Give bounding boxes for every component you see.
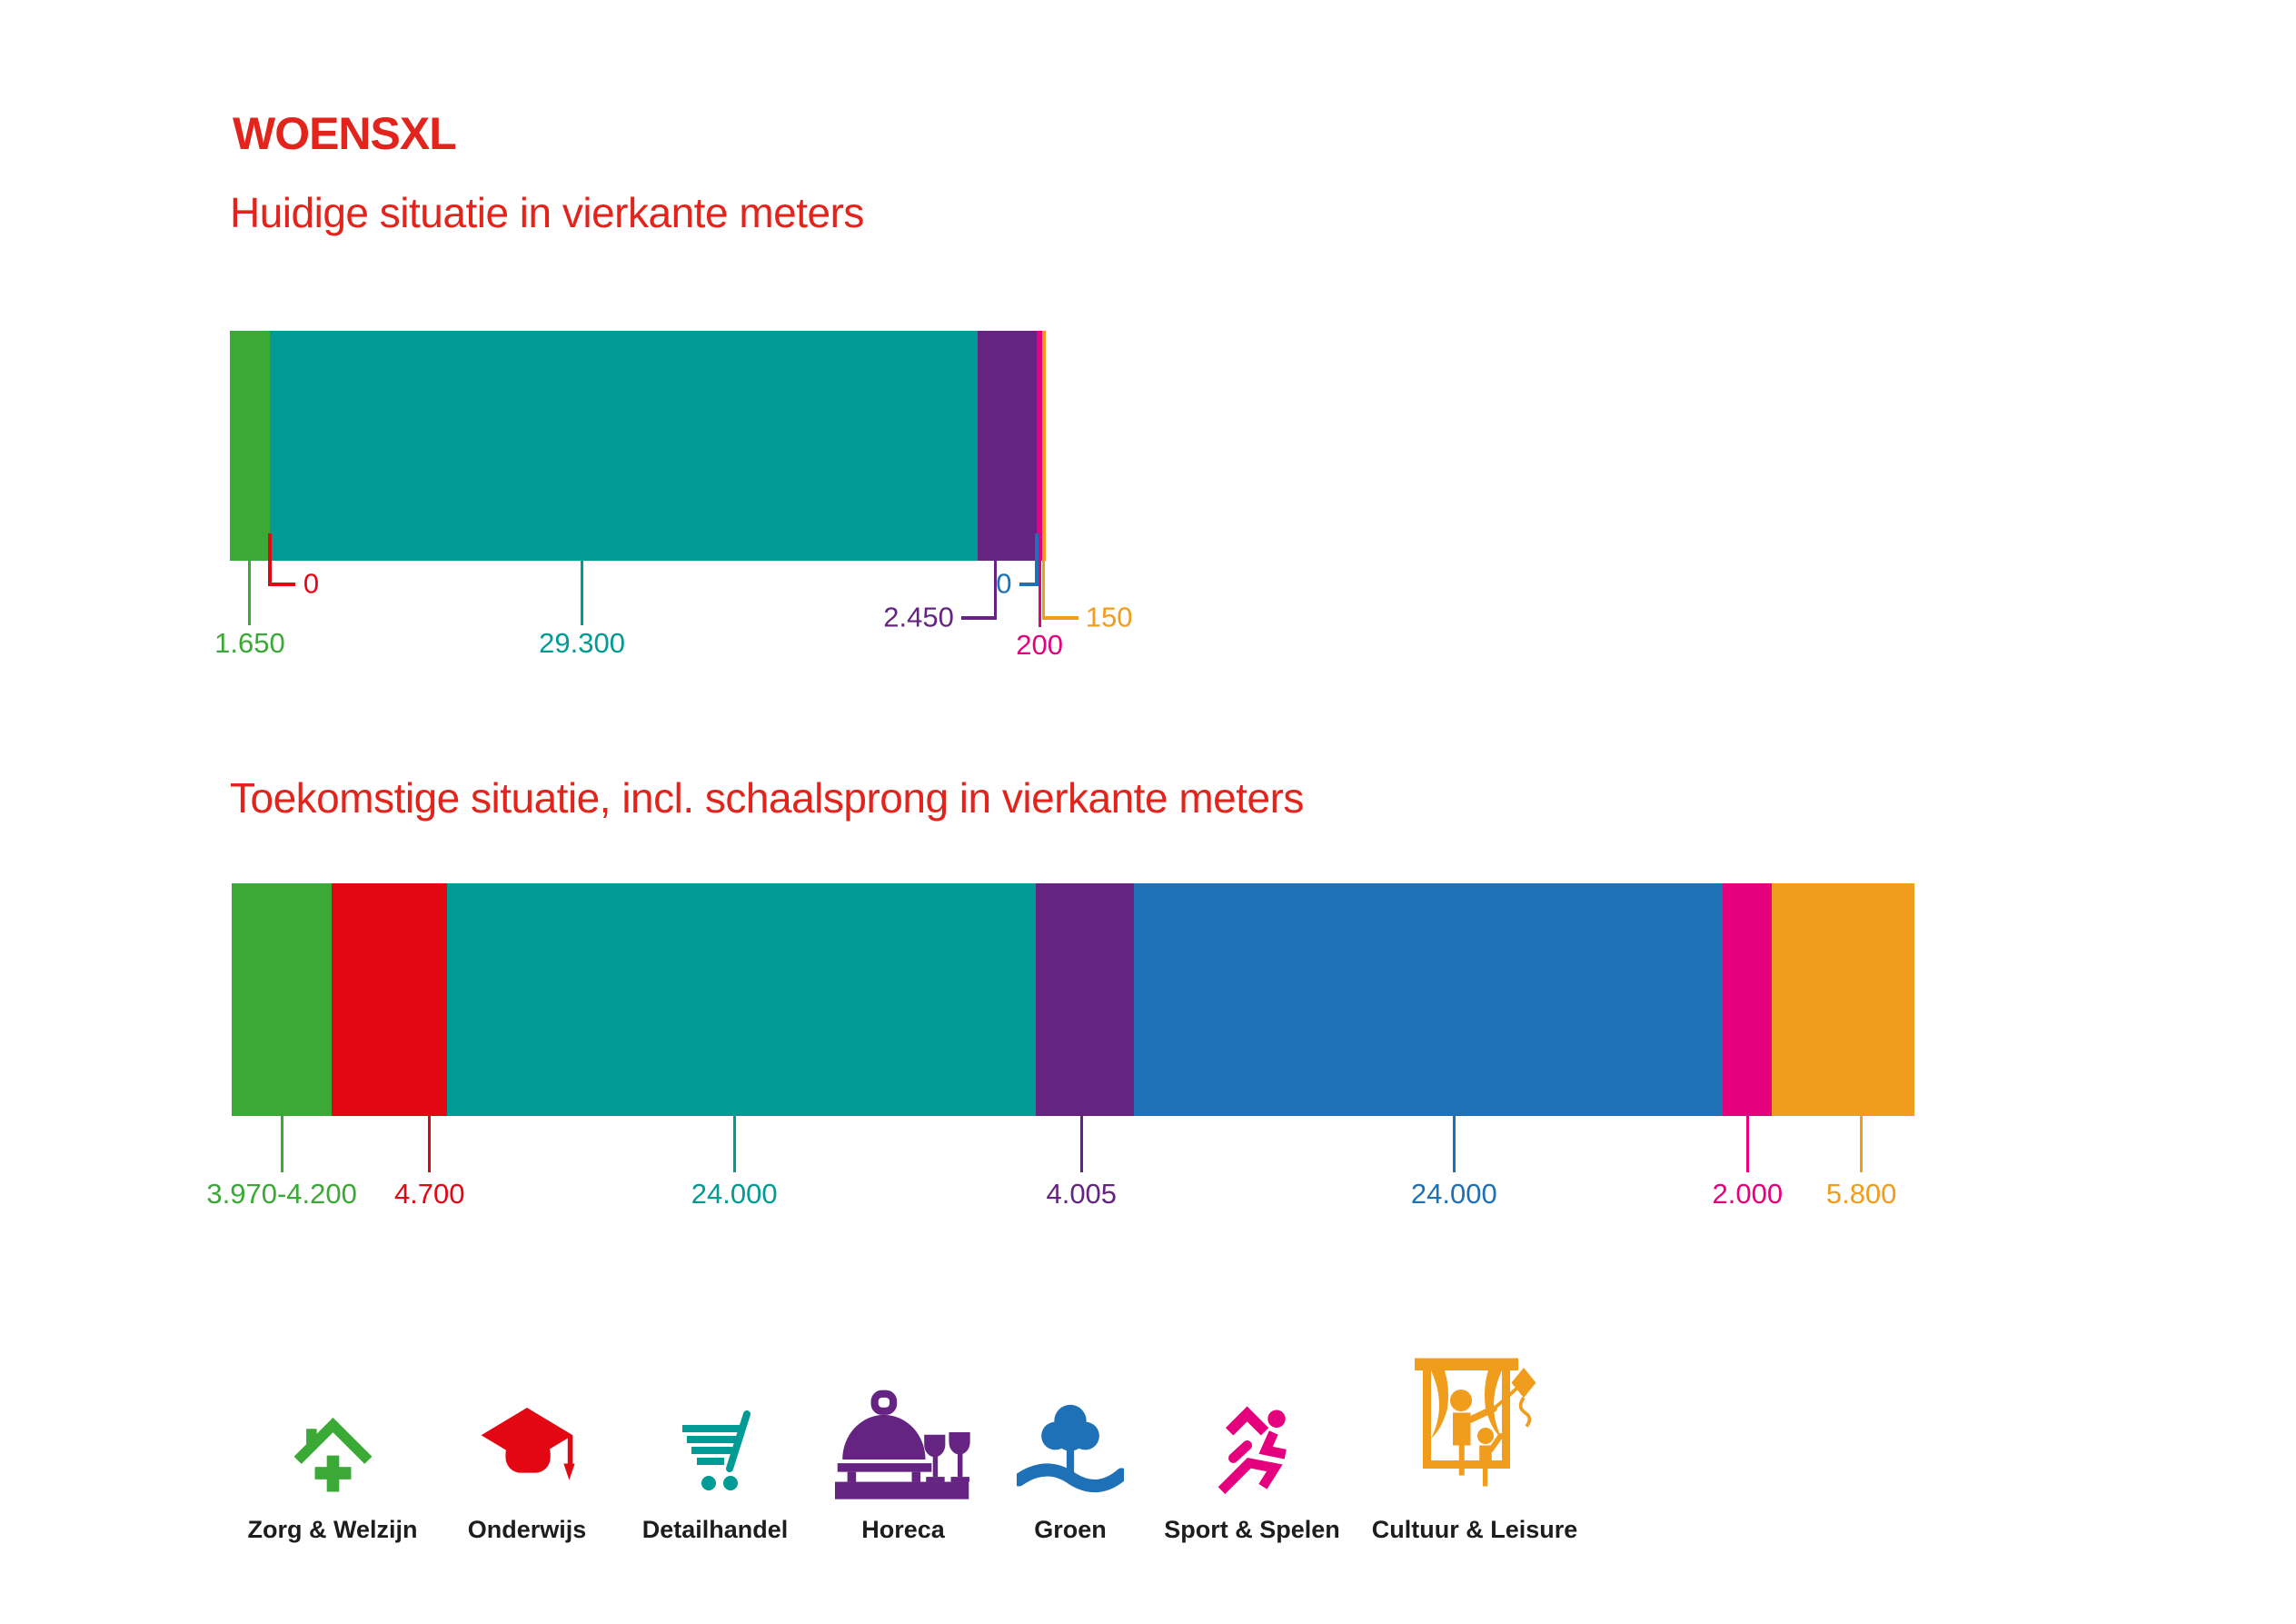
value-label-sport: 200	[1016, 629, 1063, 661]
segment-cultuur	[1041, 331, 1046, 561]
page-title: WOENSXL	[233, 108, 457, 159]
segment-detailhandel	[447, 883, 1037, 1116]
value-label-zorg: 3.970-4.200	[206, 1178, 357, 1210]
value-label-sport: 2.000	[1712, 1178, 1784, 1210]
segment-sport	[1037, 331, 1042, 561]
legend-item-onderwijs: Onderwijs	[382, 1390, 672, 1544]
stacked-bar	[230, 331, 2047, 561]
callout-line-zorg	[280, 1116, 283, 1172]
legend-label: Zorg & Welzijn	[247, 1516, 418, 1543]
legend-label: Sport & Spelen	[1164, 1516, 1340, 1543]
segment-horeca	[1036, 883, 1135, 1116]
value-label-groen: 0	[996, 567, 1012, 600]
callout-line-sport	[1038, 561, 1041, 627]
callout-line-zorg	[248, 561, 252, 625]
legend-label: Horeca	[861, 1516, 945, 1543]
segment-detailhandel	[269, 331, 979, 561]
legend-item-groen: Groen	[925, 1390, 1216, 1544]
value-label-groen: 24.000	[1410, 1178, 1497, 1210]
segment-cultuur	[1772, 883, 1914, 1116]
callout-line-cultuur	[1860, 1116, 1864, 1172]
legend-label: Onderwijs	[467, 1516, 587, 1543]
callout-line-horeca	[1079, 1116, 1083, 1172]
shopping-cart-icon	[570, 1390, 860, 1501]
callout-line-groen	[1019, 583, 1038, 586]
segment-zorg	[232, 883, 333, 1116]
value-label-horeca: 4.005	[1046, 1178, 1118, 1210]
callout-line-cultuur	[1042, 561, 1046, 620]
legend-item-detailhandel: Detailhandel	[570, 1390, 860, 1544]
callout-line-sport	[1745, 1116, 1749, 1172]
callout-line-onderwijs	[269, 583, 295, 586]
stacked-bar	[232, 883, 2049, 1116]
segment-sport	[1723, 883, 1773, 1116]
value-label-cultuur: 150	[1085, 601, 1133, 633]
legend-item-zorg: Zorg & Welzijn	[187, 1390, 478, 1544]
runner-icon	[1107, 1390, 1397, 1501]
value-label-onderwijs: 4.700	[393, 1178, 465, 1210]
segment-onderwijs	[332, 883, 448, 1116]
segment-zorg	[230, 331, 270, 561]
callout-line-detailhandel	[581, 561, 584, 625]
callout-line-groen	[1452, 1116, 1456, 1172]
legend-label: Groen	[1034, 1516, 1107, 1543]
legend-item-sport: Sport & Spelen	[1107, 1390, 1397, 1544]
segment-horeca	[978, 331, 1038, 561]
callout-line-horeca	[994, 561, 998, 620]
value-label-zorg: 1.650	[214, 627, 285, 659]
value-label-detailhandel: 29.300	[539, 627, 625, 659]
legend-label: Cultuur & Leisure	[1371, 1516, 1578, 1543]
legend-label: Detailhandel	[641, 1516, 789, 1543]
value-label-onderwijs: 0	[303, 567, 320, 600]
legend-item-horeca: Horeca	[758, 1390, 1049, 1544]
value-label-cultuur: 5.800	[1825, 1178, 1897, 1210]
graduation-cap-icon	[382, 1390, 672, 1501]
callout-line-cultuur	[1043, 616, 1078, 620]
tree-wave-icon	[925, 1390, 1216, 1501]
callout-line-groen	[1035, 533, 1039, 586]
value-label-horeca: 2.450	[883, 601, 954, 633]
house-cross-icon	[187, 1390, 478, 1501]
cloche-icon	[758, 1390, 1049, 1501]
chart1-title: Huidige situatie in vierkante meters	[230, 189, 864, 236]
theater-icon	[1329, 1358, 1620, 1501]
callout-line-horeca	[960, 616, 996, 620]
value-label-detailhandel: 24.000	[691, 1178, 778, 1210]
callout-line-onderwijs	[267, 533, 272, 586]
callout-line-onderwijs	[428, 1116, 432, 1172]
legend-item-cultuur: Cultuur & Leisure	[1329, 1358, 1620, 1544]
chart2-title: Toekomstige situatie, incl. schaalsprong…	[230, 774, 1304, 822]
callout-line-detailhandel	[732, 1116, 736, 1172]
segment-groen	[1134, 883, 1724, 1116]
